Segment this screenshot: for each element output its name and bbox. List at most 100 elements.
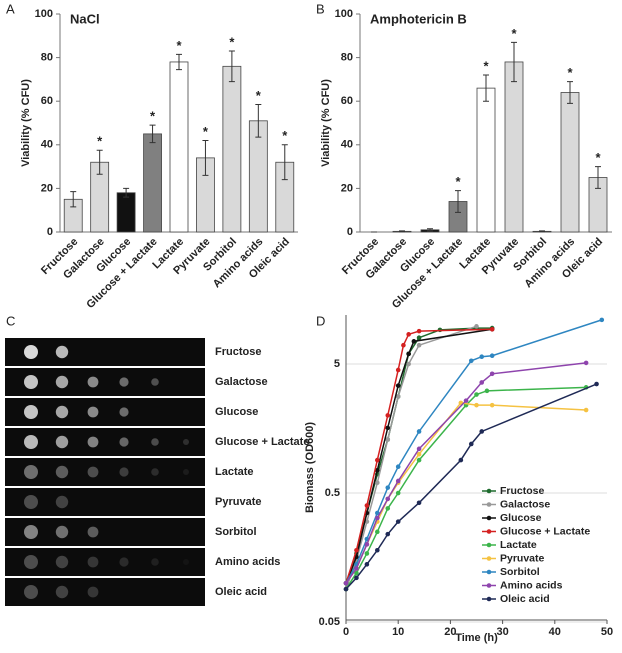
legend-marker bbox=[486, 542, 492, 548]
spot bbox=[87, 376, 99, 388]
legend-marker bbox=[486, 502, 492, 507]
spot bbox=[183, 469, 189, 475]
data-point bbox=[406, 332, 411, 337]
spot bbox=[24, 525, 38, 539]
y-tick-label: 0.05 bbox=[319, 616, 340, 628]
data-point bbox=[395, 464, 401, 469]
x-tick-label: 0 bbox=[343, 626, 349, 638]
spot-row bbox=[5, 428, 205, 456]
legend-marker bbox=[486, 569, 492, 575]
data-point bbox=[401, 342, 406, 348]
row-label: Galactose bbox=[215, 376, 268, 388]
spot bbox=[55, 435, 69, 449]
spot bbox=[87, 586, 99, 598]
spot bbox=[119, 467, 129, 477]
data-point bbox=[489, 402, 495, 408]
error-bar bbox=[281, 144, 288, 181]
error-bar bbox=[255, 103, 262, 138]
data-point bbox=[375, 515, 380, 521]
data-point bbox=[489, 326, 495, 332]
spot-row bbox=[5, 458, 205, 486]
y-tick-label: 20 bbox=[41, 182, 53, 194]
data-point bbox=[411, 339, 417, 344]
error-bar bbox=[123, 187, 130, 198]
significance-mark: * bbox=[203, 124, 209, 139]
data-point bbox=[458, 457, 464, 463]
significance-mark: * bbox=[483, 58, 489, 73]
data-point bbox=[599, 317, 605, 323]
significance-mark: * bbox=[229, 34, 235, 49]
x-tick-label: 40 bbox=[549, 626, 561, 638]
spot-row bbox=[5, 338, 205, 366]
spot bbox=[119, 407, 129, 417]
legend-label: Pyruvate bbox=[500, 552, 545, 564]
data-point bbox=[343, 580, 349, 586]
legend-marker bbox=[486, 583, 492, 588]
data-point bbox=[489, 353, 495, 359]
data-point bbox=[385, 531, 391, 537]
data-point bbox=[375, 510, 380, 516]
data-point bbox=[385, 506, 391, 511]
spot-row bbox=[5, 518, 205, 546]
spot bbox=[151, 558, 159, 566]
data-point bbox=[385, 425, 391, 431]
bar bbox=[504, 61, 524, 233]
spot bbox=[24, 465, 38, 479]
legend-label: Glucose + Lactate bbox=[500, 525, 590, 537]
data-point bbox=[416, 328, 422, 334]
row-label: Sorbitol bbox=[215, 526, 257, 538]
spot bbox=[24, 405, 38, 419]
row-label: Amino acids bbox=[215, 556, 280, 568]
error-bar bbox=[202, 139, 209, 176]
error-bar bbox=[149, 124, 156, 144]
panel-letter: C bbox=[6, 313, 15, 328]
row-label: Glucose + Lactate bbox=[215, 436, 309, 448]
spot bbox=[87, 466, 99, 478]
data-point bbox=[343, 586, 349, 592]
bar bbox=[116, 192, 136, 233]
data-point bbox=[594, 381, 599, 387]
legend-marker bbox=[486, 529, 492, 534]
legend-marker bbox=[486, 488, 492, 494]
legend-label: Fructose bbox=[500, 485, 545, 497]
data-point bbox=[416, 457, 422, 463]
x-tick-label: 30 bbox=[496, 626, 508, 638]
legend-label: Lactate bbox=[500, 539, 537, 551]
row-label: Lactate bbox=[215, 466, 254, 478]
legend-label: Glucose bbox=[500, 512, 542, 524]
spot-row bbox=[5, 368, 205, 396]
data-point bbox=[479, 380, 485, 385]
chart-title: NaCl bbox=[70, 11, 100, 26]
bar bbox=[143, 133, 162, 233]
error-bar bbox=[176, 53, 182, 71]
data-line bbox=[345, 386, 587, 590]
spot-row bbox=[5, 488, 205, 516]
error-bar bbox=[595, 166, 601, 189]
data-line bbox=[345, 325, 477, 590]
data-point bbox=[416, 451, 422, 457]
significance-mark: * bbox=[455, 174, 461, 189]
significance-mark: * bbox=[282, 128, 288, 143]
data-point bbox=[364, 503, 370, 508]
data-point bbox=[416, 429, 422, 434]
legend-label: Sorbitol bbox=[500, 566, 540, 578]
spot-row bbox=[5, 398, 205, 426]
data-point bbox=[395, 394, 401, 399]
data-point bbox=[364, 551, 370, 556]
y-axis-label: Viability (% CFU) bbox=[320, 79, 332, 167]
spot bbox=[87, 436, 99, 448]
legend-marker bbox=[486, 596, 492, 602]
row-label: Glucose bbox=[215, 406, 258, 418]
legend-marker bbox=[486, 556, 492, 561]
data-line bbox=[345, 362, 587, 584]
panel-letter: D bbox=[316, 313, 325, 328]
data-point bbox=[468, 441, 474, 447]
spot bbox=[55, 555, 69, 569]
significance-mark: * bbox=[595, 150, 601, 165]
spot bbox=[151, 378, 159, 386]
spot bbox=[55, 525, 69, 539]
spot bbox=[119, 557, 129, 567]
legend-marker bbox=[486, 515, 492, 521]
panel-letter: B bbox=[316, 1, 325, 16]
spot bbox=[55, 405, 69, 419]
